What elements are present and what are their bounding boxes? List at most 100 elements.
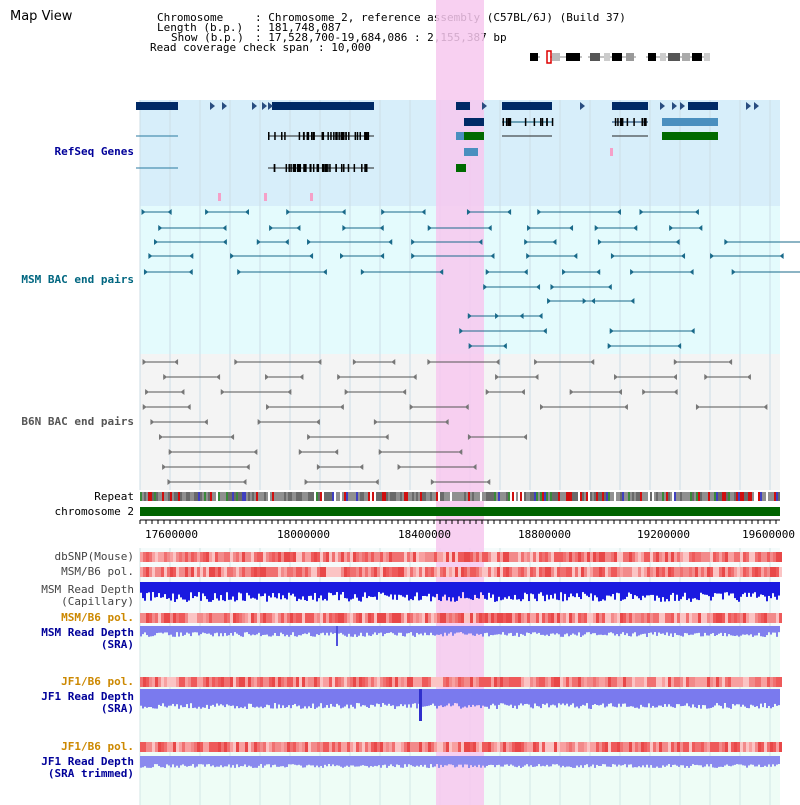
bac-end-icon [142, 404, 147, 410]
jf1-depth-trim-bar [144, 756, 146, 767]
msm-depth-capillary-bar [564, 582, 566, 594]
jf1-depth-trim-bar [628, 756, 630, 765]
repeat-segment [450, 492, 452, 501]
repeat-segment [460, 492, 462, 501]
jf1-b6-pol-heat [710, 742, 713, 752]
msm-depth-sra-bar [608, 626, 610, 633]
jf1-depth-sra-bar [400, 689, 402, 705]
msm-b6-pol-heat [644, 613, 647, 623]
jf1-b6-pol-heat [380, 742, 383, 752]
jf1-depth-sra-bar [434, 689, 436, 706]
repeat-segment [660, 492, 662, 501]
dbsnp-heat [383, 552, 386, 562]
msm-depth-sra-bar [140, 626, 142, 637]
repeat-segment [628, 492, 630, 501]
msm-b6-pol-heat [743, 567, 746, 577]
dbsnp-heat [620, 552, 623, 562]
jf1-b6-pol-heat [662, 742, 665, 752]
repeat-segment [726, 492, 728, 501]
msm-depth-capillary-bar [308, 582, 310, 596]
jf1-depth-sra-bar [776, 689, 778, 706]
bac-end-icon [427, 359, 432, 365]
msm-depth-capillary-bar [764, 582, 766, 597]
msm-depth-sra-bar [770, 626, 772, 635]
repeat-segment [244, 492, 246, 501]
msm-depth-capillary-bar [626, 582, 628, 597]
msm-b6-pol-heat [152, 613, 155, 623]
jf1-depth-sra-bar [694, 689, 696, 708]
jf1-depth-trim-bar [262, 756, 264, 768]
jf1-b6-pol-heat [356, 742, 359, 752]
jf1-depth-sra-bar [182, 689, 184, 708]
bac-end-icon [379, 225, 384, 231]
msm-depth-capillary-bar [486, 582, 488, 600]
jf1-b6-pol-heat [332, 677, 335, 687]
msm-b6-pol-heat [260, 613, 263, 623]
msm-depth-sra-bar [590, 626, 592, 635]
jf1-b6-pol-heat [440, 677, 443, 687]
jf1-depth-sra-bar [598, 689, 600, 706]
repeat-segment [734, 492, 736, 501]
repeat-segment [744, 492, 746, 501]
bac-end-icon [610, 253, 615, 259]
jf1-depth-trim-bar [506, 756, 508, 765]
jf1-depth-trim-bar [330, 756, 332, 767]
msm-b6-pol-heat [560, 613, 563, 623]
repeat-segment [348, 492, 350, 501]
repeat-segment [238, 492, 240, 501]
repeat-segment [482, 492, 484, 501]
bac-end-icon [609, 328, 614, 334]
repeat-segment [390, 492, 392, 501]
jf1-depth-sra-bar [628, 689, 630, 707]
msm-depth-sra-bar [582, 626, 584, 636]
repeat-segment [546, 492, 548, 501]
msm-depth-capillary-bar [368, 582, 370, 597]
jf1-b6-pol-heat [212, 742, 215, 752]
repeat-segment [228, 492, 230, 501]
repeat-segment [252, 492, 254, 501]
jf1-b6-pol-heat [593, 677, 596, 687]
jf1-b6-pol-heat [155, 742, 158, 752]
bac-end-icon [538, 313, 543, 319]
msm-b6-pol-heat [515, 613, 518, 623]
jf1-depth-sra-bar [534, 689, 536, 704]
msm-depth-capillary-bar [238, 582, 240, 593]
msm-depth-capillary-bar [326, 582, 328, 601]
ideogram-band [668, 53, 680, 61]
dbsnp-heat [587, 552, 590, 562]
repeat-segment [152, 492, 154, 501]
msm-depth-sra-bar [560, 626, 562, 637]
msm-b6-pol-heat [260, 567, 263, 577]
bac-end-icon [378, 449, 383, 455]
msm-depth-sra-bar [428, 626, 430, 636]
jf1-b6-pol-heat [752, 677, 755, 687]
jf1-depth-sra-bar [240, 689, 242, 708]
msm-b6-pol-heat [326, 567, 329, 577]
repeat-segment [234, 492, 236, 501]
gene-arrow-icon [754, 102, 759, 110]
msm-depth-sra-bar [670, 626, 672, 634]
msm-b6-pol-heat [746, 567, 749, 577]
dbsnp-heat [365, 552, 368, 562]
msm-depth-capillary-bar [614, 582, 616, 600]
jf1-b6-pol-heat [356, 677, 359, 687]
msm-depth-sra-bar [252, 626, 254, 635]
jf1-depth-sra-bar [288, 689, 290, 706]
jf1-b6-pol-heat [509, 677, 512, 687]
jf1-b6-pol-heat [602, 677, 605, 687]
msm-depth-sra-bar [330, 626, 332, 633]
msm-depth-sra-bar [750, 626, 752, 635]
jf1-b6-pol-heat [152, 677, 155, 687]
jf1-depth-trim-bar [524, 756, 526, 766]
gene-exon [340, 132, 342, 140]
jf1-depth-sra-bar [298, 689, 300, 706]
msm-b6-pol-heat [224, 567, 227, 577]
msm-b6-pol-heat [740, 567, 743, 577]
dbsnp-heat [353, 552, 356, 562]
msm-depth-capillary-bar [436, 582, 438, 594]
gene-exon [324, 164, 326, 172]
msm-depth-sra-bar [504, 626, 506, 635]
jf1-depth-sra-bar [168, 689, 170, 706]
msm-b6-pol-heat [551, 613, 554, 623]
